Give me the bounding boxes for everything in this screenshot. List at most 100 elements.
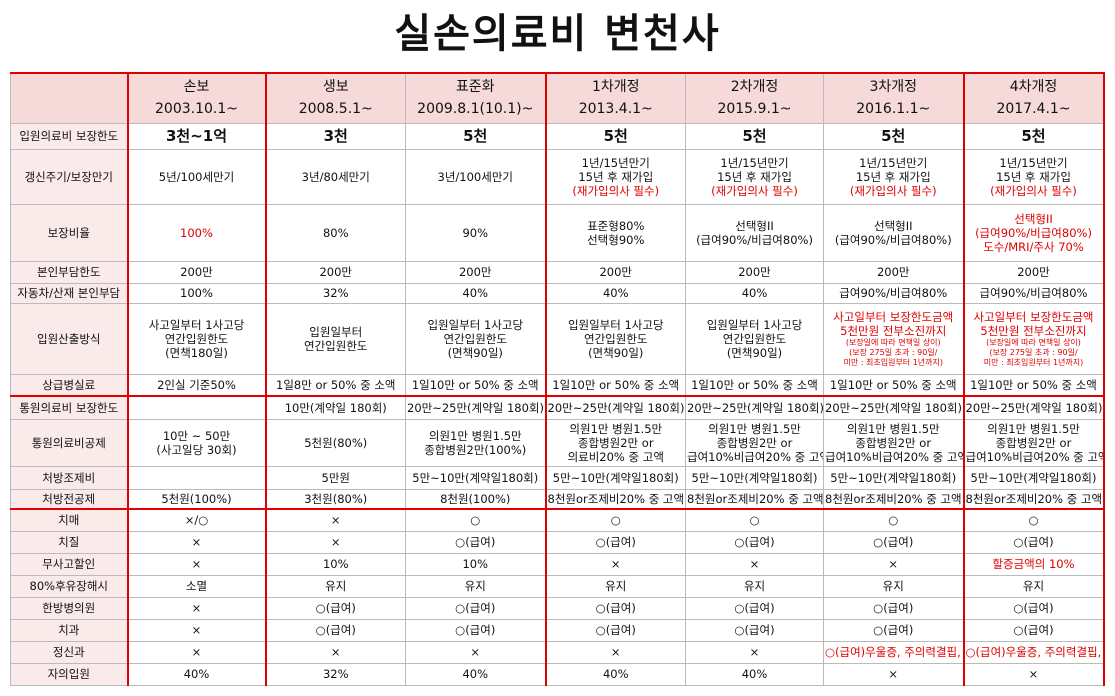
cell: ×: [264, 508, 406, 532]
cell-line: (보장 275일 초과 : 90일/: [849, 347, 938, 357]
cell: ○(급여): [823, 596, 964, 620]
cell: 의원1만 병원1.5만 종합병원2만 or 급여10%비급여20% 중 고액: [685, 418, 824, 467]
cell: 의원1만 병원1.5만 종합병원2만 or 급여10%비급여20% 중 고액: [823, 418, 964, 467]
row-label: 통원의료비공제: [10, 418, 128, 467]
cell: 40%: [544, 282, 686, 304]
table-row: 처방전공제 5천원(100%) 3천원(80%) 8천원(100%) 8천원or조제비2…: [10, 488, 1105, 510]
cell-line: 선택형II: [735, 218, 774, 233]
cell: 1일10만 or 50% 중 소액: [962, 373, 1105, 397]
column-header: 4차개정 2017.4.1~: [962, 72, 1105, 124]
cell: 유지: [685, 574, 824, 598]
cell-line: 입원일부터: [309, 324, 363, 339]
row-label: 처방전공제: [10, 488, 128, 510]
cell: 3천원(80%): [264, 488, 406, 510]
cell-line: 의료비20% 중 고액: [567, 449, 664, 464]
cell: 급여90%/비급여80%: [823, 282, 964, 304]
cell-line: (보장일에 따라 면책일 상이): [845, 337, 941, 347]
table-row: 보장비율 100% 80% 90% 표준형80% 선택형90% 선택형II (급여90%/비급…: [10, 203, 1105, 262]
header-corner: [10, 72, 128, 124]
cell: ×: [685, 640, 824, 664]
cell: 선택형II (급여90%/비급여80%): [685, 203, 824, 262]
cell: 5천: [962, 122, 1105, 150]
cell: 3년/80세만기: [264, 148, 406, 205]
column-header-line: 4차개정: [1009, 79, 1058, 96]
cell: 20만~25만(계약일 180회): [685, 395, 824, 420]
table-row: 80%후유장해시 소멸 유지 유지 유지 유지 유지 유지: [10, 574, 1105, 598]
cell: 40%: [544, 662, 686, 686]
cell: ×: [126, 640, 266, 664]
cell-line: 급여10%비급여20% 중 고액: [965, 449, 1104, 464]
cell-line: 5천만원 전부소진까지: [840, 323, 947, 338]
cell-line: ○(급여)우울증, 주의력결핍, 틱: [825, 645, 964, 659]
cell: ×: [544, 552, 686, 576]
cell: 1일8만 or 50% 중 소액: [264, 373, 406, 397]
cell: 200만: [264, 260, 406, 284]
cell: ○(급여): [823, 530, 964, 554]
cell: ○(급여): [544, 618, 686, 642]
cell: 5천원(100%): [126, 488, 266, 510]
cell: 할증금액의 10%: [962, 552, 1105, 576]
cell: [126, 395, 266, 420]
cell-line: 미만 : 최초입원부터 1년까지): [843, 357, 944, 367]
cell: 40%: [126, 662, 266, 686]
cell-line: 10만 ~ 50만: [162, 428, 231, 443]
cell: 40%: [685, 662, 824, 686]
column-header: 손보 2003.10.1~: [126, 72, 266, 124]
cell-line: (급여90%/비급여80%): [834, 232, 952, 247]
row-label: 치질: [10, 530, 128, 554]
table-row: 입원의료비 보장한도 3천~1억 3천 5천 5천 5천 5천 5천: [10, 122, 1105, 150]
table-row: 정신과 × × × × × ○(급여)우울증, 주의력결핍, 틱 ○(급여)우울증, 주의력결…: [10, 640, 1105, 664]
cell-line: (재가입의사 필수): [849, 183, 937, 198]
cell: 의원1만 병원1.5만 종합병원2만(100%): [405, 418, 546, 467]
cell: 입원일부터 연간입원한도: [264, 302, 406, 375]
cell-line: (재가입의사 필수): [572, 183, 660, 198]
cell: 1년/15년만기 15년 후 재가입 (재가입의사 필수): [962, 148, 1105, 205]
cell: 선택형II (급여90%/비급여80%) 도수/MRI/주사 70%: [962, 203, 1105, 262]
table-row: 자의입원 40% 32% 40% 40% 40% × ×: [10, 662, 1105, 686]
cell-line: (면책90일): [447, 345, 503, 360]
cell: ○(급여)우울증, 주의력결핍, 틱: [962, 640, 1105, 664]
cell-line: 선택형II: [1014, 211, 1053, 226]
table-row: 치질 × × ○(급여) ○(급여) ○(급여) ○(급여) ○(급여): [10, 530, 1105, 554]
cell: 2인실 기준50%: [126, 373, 266, 397]
cell-line: 종합병원2만 or: [995, 435, 1072, 450]
cell-line: 입원일부터 1사고당: [706, 317, 803, 332]
cell: ○(급여): [685, 530, 824, 554]
cell: ×: [264, 640, 406, 664]
cell: ×: [544, 640, 686, 664]
table-row: 갱신주기/보장만기 5년/100세만기 3년/80세만기 3년/100세만기 1년/15…: [10, 148, 1105, 205]
cell-line: (면책180일): [165, 345, 228, 360]
cell: 200만: [544, 260, 686, 284]
column-header-line: 2013.4.1~: [578, 101, 653, 118]
cell: 8천원or조제비20% 중 고액: [685, 488, 824, 510]
cell: 40%: [405, 282, 546, 304]
cell-line: 1년/15년만기: [999, 155, 1068, 170]
cell: ○(급여): [962, 596, 1105, 620]
cell: 5천원(80%): [264, 418, 406, 467]
table-row: 통원의료비공제 10만 ~ 50만 (사고일당 30회) 5천원(80%) 의원1만 병…: [10, 418, 1105, 467]
cell-line: 사고일부터 보장한도금액: [833, 309, 954, 324]
cell-line: 도수/MRI/주사 70%: [983, 239, 1084, 254]
column-header-line: 2015.9.1~: [717, 101, 792, 118]
cell-line: 5천만원 전부소진까지: [980, 323, 1087, 338]
cell: 유지: [823, 574, 964, 598]
row-label: 통원의료비 보장한도: [10, 395, 128, 420]
cell: 100%: [126, 282, 266, 304]
cell: 200만: [126, 260, 266, 284]
cell: 20만~25만(계약일 180회): [405, 395, 546, 420]
cell-line: 종합병원2만 or: [855, 435, 932, 450]
cell: 200만: [685, 260, 824, 284]
cell: ○(급여): [544, 530, 686, 554]
cell: 10%: [405, 552, 546, 576]
cell: 10%: [264, 552, 406, 576]
cell: 5천: [685, 122, 824, 150]
row-label: 상급병실료: [10, 373, 128, 397]
cell-line: 의원1만 병원1.5만: [846, 421, 940, 436]
cell: 5천: [544, 122, 686, 150]
cell: ×: [126, 596, 266, 620]
cell: ○(급여): [685, 596, 824, 620]
cell: ○: [823, 508, 964, 532]
cell: 유지: [962, 574, 1105, 598]
cell-line: 표준형80%: [587, 218, 645, 233]
cell-line: 종합병원2만 or: [577, 435, 654, 450]
